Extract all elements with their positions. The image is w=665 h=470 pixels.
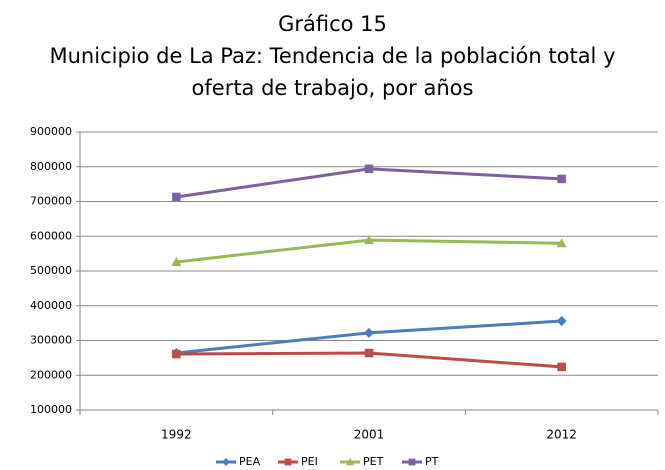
y-tick-label: 200000 xyxy=(30,368,72,381)
point-marker xyxy=(364,164,374,174)
x-tick-label: 2001 xyxy=(354,428,385,442)
y-tick-label: 400000 xyxy=(30,299,72,312)
legend-label: PEI xyxy=(301,455,318,468)
x-tick-label: 1992 xyxy=(161,428,192,442)
legend-marker xyxy=(346,458,354,466)
point-marker xyxy=(172,192,181,202)
point-marker xyxy=(171,256,182,266)
point-marker xyxy=(556,238,567,248)
y-tick-label: 900000 xyxy=(30,125,72,138)
y-tick-label: 500000 xyxy=(30,264,72,277)
point-marker xyxy=(556,316,567,327)
point-marker xyxy=(557,362,566,372)
point-marker xyxy=(172,349,181,359)
point-marker xyxy=(364,327,374,338)
title-block: Gráfico 15 Municipio de La Paz: Tendenci… xyxy=(20,8,645,104)
x-tick-label: 2012 xyxy=(546,428,577,442)
y-tick-label: 100000 xyxy=(30,403,72,416)
y-tick-label: 300000 xyxy=(30,334,72,347)
chart-subtitle: Municipio de La Paz: Tendencia de la pob… xyxy=(49,44,616,100)
chart-title: Gráfico 15 xyxy=(278,12,387,36)
point-marker xyxy=(364,235,374,245)
legend-label: PT xyxy=(425,455,439,468)
legend-marker xyxy=(408,458,416,466)
legend-label: PET xyxy=(363,455,384,468)
y-tick-label: 600000 xyxy=(30,229,72,242)
point-marker xyxy=(364,348,374,358)
legend-marker xyxy=(222,458,230,466)
point-marker xyxy=(557,174,566,184)
y-tick-label: 800000 xyxy=(30,160,72,173)
legend-marker xyxy=(284,458,292,466)
legend-label: PEA xyxy=(239,455,261,468)
y-tick-label: 700000 xyxy=(30,195,72,208)
